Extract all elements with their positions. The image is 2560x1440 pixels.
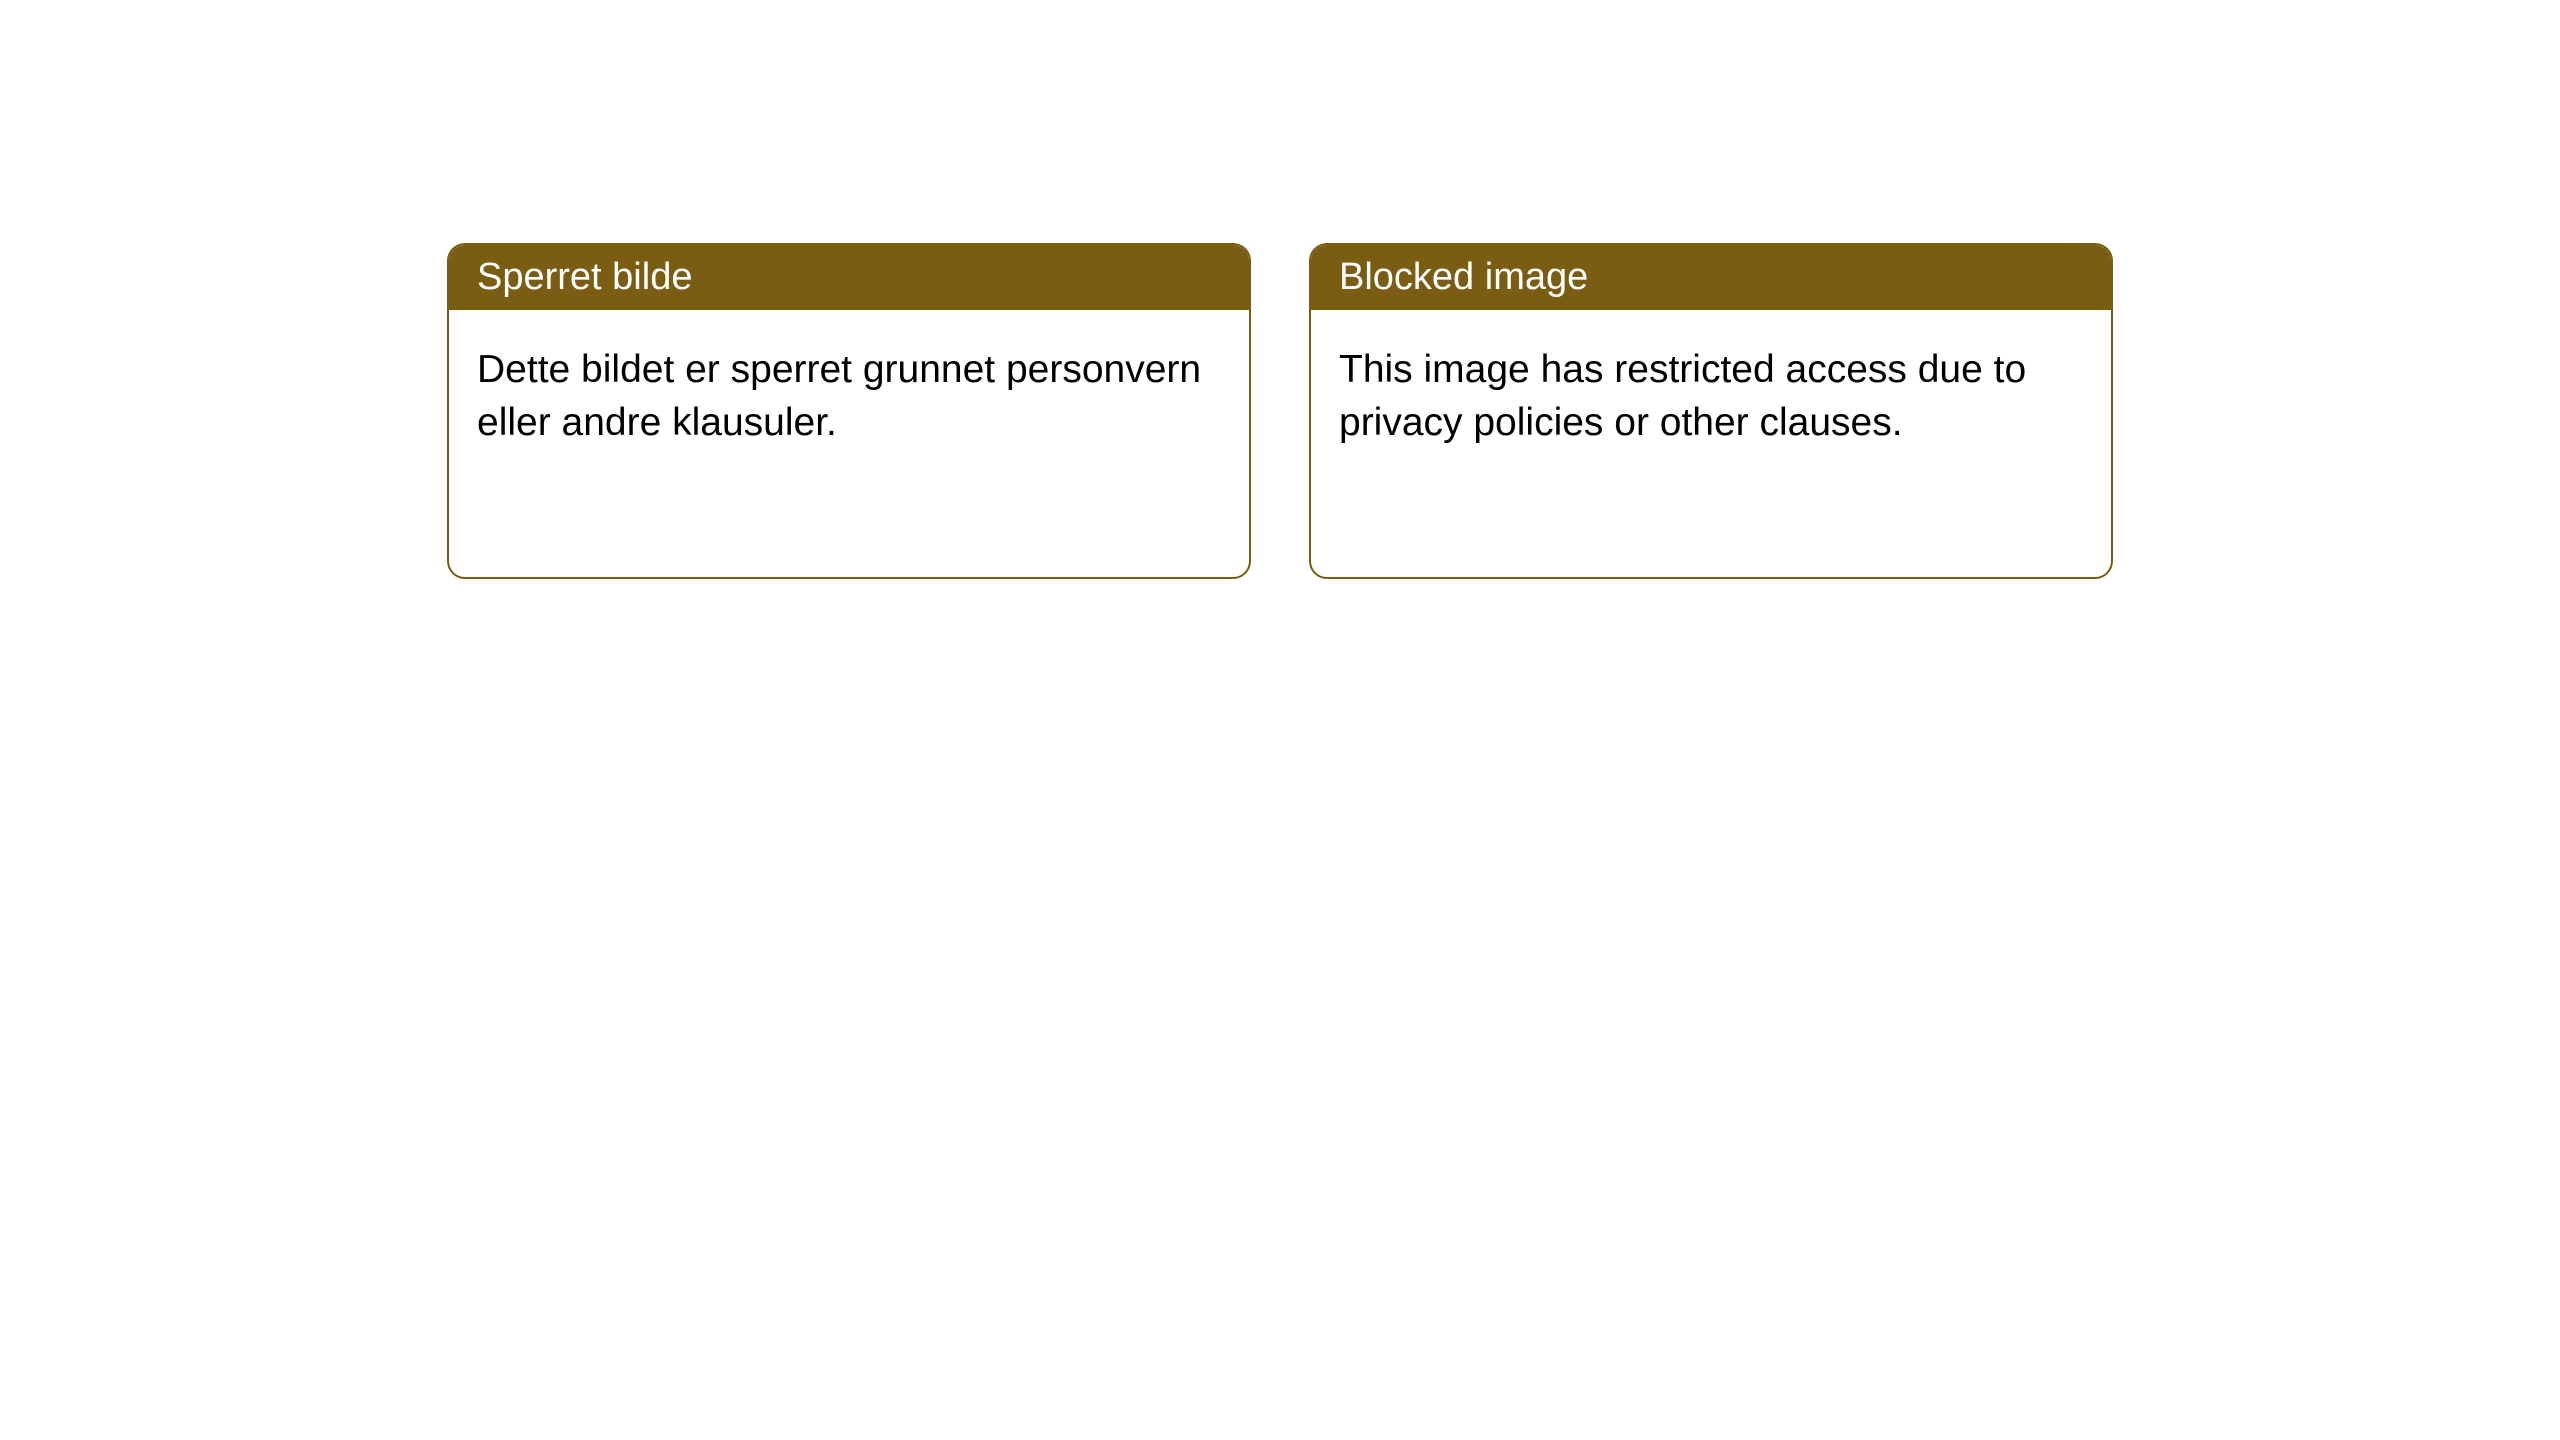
- notice-card-english: Blocked image This image has restricted …: [1309, 243, 2113, 579]
- notice-title: Blocked image: [1311, 245, 2111, 310]
- notice-card-norwegian: Sperret bilde Dette bildet er sperret gr…: [447, 243, 1251, 579]
- notice-body: This image has restricted access due to …: [1311, 310, 2111, 483]
- notice-title: Sperret bilde: [449, 245, 1249, 310]
- notice-body: Dette bildet er sperret grunnet personve…: [449, 310, 1249, 483]
- notice-container: Sperret bilde Dette bildet er sperret gr…: [447, 243, 2113, 579]
